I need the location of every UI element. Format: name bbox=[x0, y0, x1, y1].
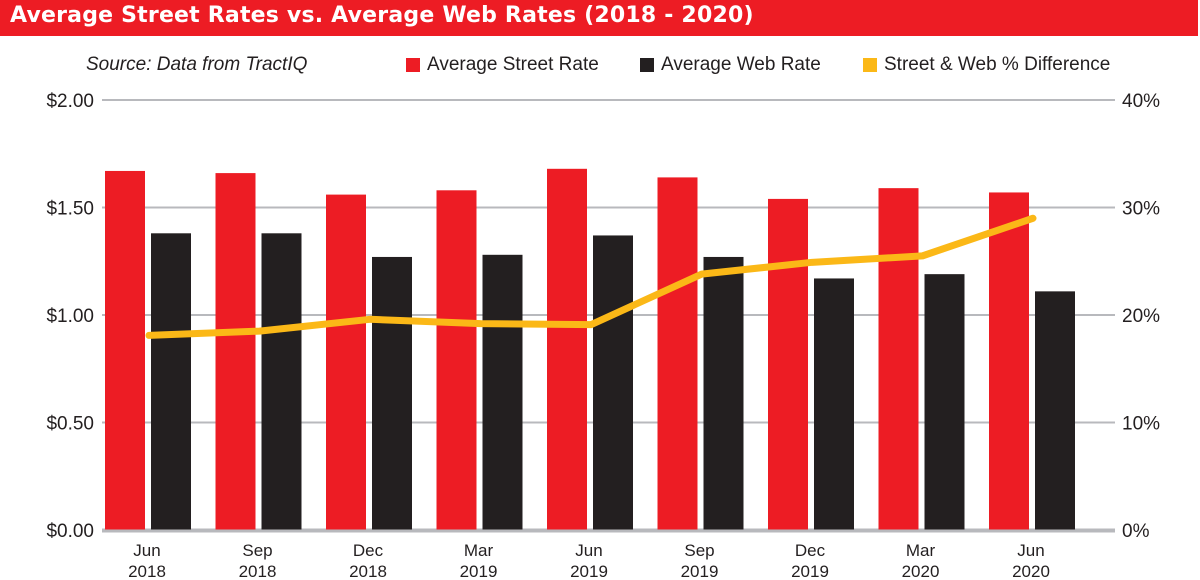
x-axis-tick-label-month: Jun bbox=[133, 541, 160, 560]
x-axis-tick-label-month: Mar bbox=[464, 541, 494, 560]
x-axis-tick-label-year: 2020 bbox=[902, 562, 940, 580]
legend-item-difference: Street & Web % Difference bbox=[863, 54, 1110, 76]
x-axis-tick-label-year: 2020 bbox=[1012, 562, 1050, 580]
legend-label-difference: Street & Web % Difference bbox=[884, 54, 1111, 75]
x-axis-tick-label-year: 2018 bbox=[128, 562, 166, 580]
bar-web-rate bbox=[372, 256, 412, 530]
source-note: Source: Data from TractIQ bbox=[86, 54, 308, 75]
x-axis-tick-label-month: Dec bbox=[795, 541, 826, 560]
legend-swatch-street-rate bbox=[406, 58, 420, 72]
x-axis-tick-label-month: Sep bbox=[684, 541, 714, 560]
right-axis-tick-label: 30% bbox=[1122, 199, 1160, 220]
bar-web-rate bbox=[593, 235, 633, 530]
bar-street-rate bbox=[657, 177, 698, 530]
left-axis-tick-label: $0.50 bbox=[46, 414, 94, 435]
bar-web-rate bbox=[814, 278, 854, 530]
right-axis-tick-label: 0% bbox=[1122, 521, 1150, 542]
bar-street-rate bbox=[768, 198, 808, 530]
bar-web-rate bbox=[482, 254, 523, 531]
x-axis-tick-label-month: Jun bbox=[1017, 541, 1044, 560]
bar-street-rate bbox=[326, 194, 366, 530]
legend-swatch-difference bbox=[863, 58, 877, 72]
bar-web-rate bbox=[151, 233, 191, 531]
bar-street-rate bbox=[215, 173, 256, 530]
legend-item-street-rate: Average Street Rate bbox=[406, 54, 599, 76]
legend-label-street-rate: Average Street Rate bbox=[427, 54, 599, 75]
legend-item-web-rate: Average Web Rate bbox=[640, 54, 821, 76]
x-axis-tick-label-year: 2019 bbox=[460, 562, 498, 580]
left-axis-tick-label: $2.00 bbox=[46, 91, 94, 112]
right-axis-tick-label: 40% bbox=[1122, 91, 1160, 112]
title-bar: Average Street Rates vs. Average Web Rat… bbox=[0, 0, 1198, 36]
bar-web-rate bbox=[924, 274, 965, 530]
x-axis-tick-label-month: Jun bbox=[575, 541, 602, 560]
bar-street-rate bbox=[105, 170, 145, 530]
x-axis-tick-label-year: 2019 bbox=[681, 562, 719, 580]
bar-web-rate bbox=[1035, 291, 1075, 530]
x-axis-tick-label-month: Sep bbox=[242, 541, 272, 560]
right-axis-tick-label: 10% bbox=[1122, 414, 1160, 435]
left-axis-tick-label: $0.00 bbox=[46, 521, 94, 542]
bar-street-rate bbox=[436, 190, 477, 531]
right-axis-tick-label: 20% bbox=[1122, 306, 1160, 327]
x-axis-tick-label-month: Dec bbox=[353, 541, 384, 560]
x-axis-tick-label-year: 2019 bbox=[791, 562, 829, 580]
bar-web-rate bbox=[703, 256, 744, 530]
x-axis-tick-label-month: Mar bbox=[906, 541, 936, 560]
bar-web-rate bbox=[261, 233, 302, 531]
bar-street-rate bbox=[547, 168, 587, 531]
left-axis-tick-label: $1.00 bbox=[46, 306, 94, 327]
x-axis-tick-label-year: 2019 bbox=[570, 562, 608, 580]
chart-title: Average Street Rates vs. Average Web Rat… bbox=[10, 3, 754, 28]
legend-swatch-web-rate bbox=[640, 58, 654, 72]
x-axis-tick-label-year: 2018 bbox=[349, 562, 387, 580]
legend-label-web-rate: Average Web Rate bbox=[661, 54, 821, 75]
bar-street-rate bbox=[989, 192, 1029, 530]
x-axis-tick-label-year: 2018 bbox=[239, 562, 277, 580]
bar-street-rate bbox=[878, 188, 919, 530]
left-axis-tick-label: $1.50 bbox=[46, 199, 94, 220]
